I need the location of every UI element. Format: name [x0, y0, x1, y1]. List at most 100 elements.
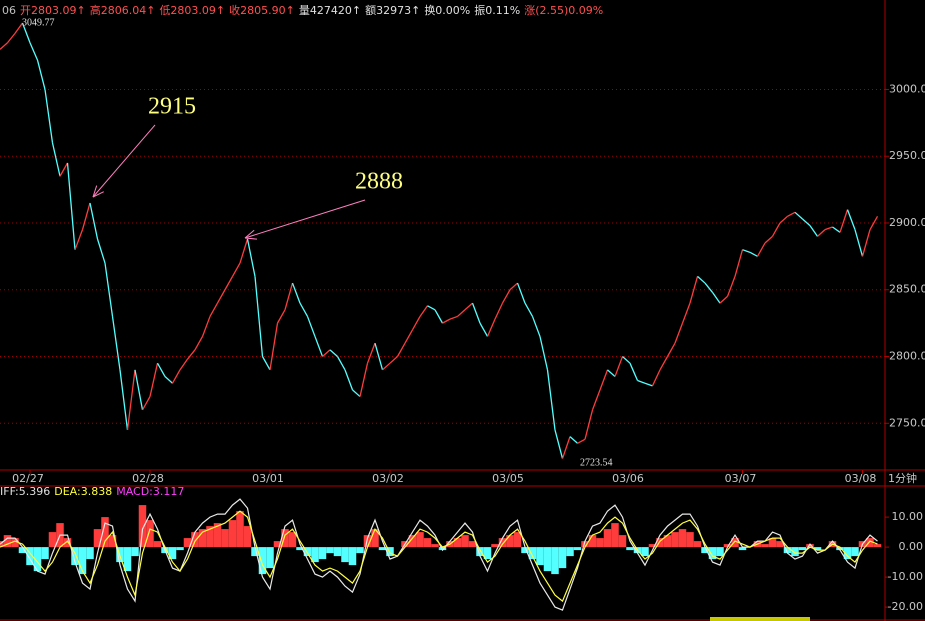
price-segment	[149, 363, 159, 397]
price-segment	[231, 262, 241, 277]
price-segment	[89, 202, 99, 240]
y-tick-label: 2800.00	[889, 350, 925, 363]
macd-bar	[843, 547, 852, 560]
price-segment	[494, 302, 504, 320]
macd-bar	[701, 547, 709, 554]
macd-bar	[513, 532, 522, 548]
price-segment	[756, 242, 766, 257]
price-segment	[201, 316, 211, 337]
price-segment	[209, 302, 219, 317]
macd-bar	[813, 547, 822, 551]
macd-bar	[693, 541, 702, 548]
macd-bar	[48, 532, 57, 548]
price-segment	[486, 318, 496, 337]
price-segment	[442, 318, 451, 324]
macd-bar	[363, 535, 372, 548]
price-segment	[846, 209, 856, 230]
price-segment	[427, 305, 436, 311]
price-segment	[509, 282, 518, 291]
macd-bar	[768, 538, 777, 548]
header-item: 低2803.09↑	[159, 4, 225, 17]
annotation-arrowhead	[92, 191, 104, 198]
price-segment	[374, 342, 384, 371]
price-segment	[561, 436, 571, 459]
price-segment	[869, 215, 879, 230]
price-segment	[126, 369, 136, 431]
price-segment	[644, 382, 653, 387]
price-segment	[366, 342, 376, 364]
macd-bar	[153, 541, 162, 548]
macd-bar	[26, 547, 34, 566]
y-tick-label: -10.00	[888, 570, 923, 583]
header-item: 06	[2, 4, 16, 17]
price-segment	[36, 59, 46, 90]
macd-bar	[93, 529, 102, 548]
macd-bar	[138, 505, 147, 548]
x-tick-label: 03/07	[725, 472, 757, 485]
macd-bar	[101, 517, 109, 548]
macd-bar	[738, 547, 747, 551]
price-segment	[336, 356, 346, 371]
price-segment	[771, 222, 781, 237]
price-segment	[194, 336, 204, 351]
macd-bar	[243, 526, 252, 548]
macd-bar	[566, 547, 574, 557]
price-segment	[584, 409, 594, 440]
x-tick-label: 03/05	[492, 472, 524, 485]
macd-bar	[168, 547, 177, 560]
macd-bar	[258, 547, 267, 575]
price-segment	[224, 276, 234, 291]
price-segment	[622, 356, 631, 364]
macd-bar	[183, 538, 192, 548]
macd-bar	[303, 547, 312, 557]
annotation: 2915	[148, 94, 196, 120]
legend-item: IFF:5.396	[0, 485, 50, 498]
price-segment	[839, 209, 849, 233]
macd-bar	[543, 547, 552, 572]
macd-bar	[198, 529, 207, 548]
macd-bar	[836, 547, 844, 551]
macd-bar	[281, 529, 289, 548]
price-segment	[156, 362, 166, 377]
x-tick-label: 03/02	[372, 472, 404, 485]
price-segment	[254, 276, 264, 357]
macd-bar	[618, 535, 627, 548]
macd-bar	[671, 532, 679, 548]
price-segment	[66, 162, 76, 250]
macd-bar	[318, 547, 327, 560]
macd-bar	[528, 547, 537, 560]
price-segment	[246, 238, 256, 277]
annotation-arrow	[92, 124, 156, 198]
price-segment	[817, 229, 826, 237]
price-segment	[554, 429, 564, 459]
macd-bar	[191, 532, 199, 548]
price-segment	[524, 302, 534, 317]
macd-bar	[663, 535, 672, 548]
price-segment	[291, 282, 301, 304]
price-segment	[681, 302, 691, 324]
price-segment	[666, 342, 676, 357]
macd-bar	[783, 547, 792, 554]
macd-bar	[0, 541, 4, 548]
price-segment	[299, 302, 309, 317]
price-segment	[0, 42, 8, 50]
price-segment	[216, 289, 226, 304]
price-segment	[854, 229, 864, 257]
macd-bar	[596, 538, 604, 548]
macd-bar	[573, 547, 582, 551]
price-segment	[832, 226, 841, 233]
macd-bar	[273, 541, 282, 548]
price-segment	[539, 336, 549, 371]
price-segment	[44, 89, 54, 143]
macd-bar	[341, 547, 349, 563]
price-segment	[742, 249, 751, 253]
y-tick-label: 2750.00	[889, 416, 925, 429]
legend-item: DEA:3.838	[54, 485, 112, 498]
price-segment	[74, 229, 84, 250]
price-segment	[787, 211, 796, 217]
price-segment	[607, 369, 616, 378]
macd-bar	[588, 535, 597, 548]
macd-bar	[108, 535, 117, 548]
price-segment	[269, 323, 279, 370]
